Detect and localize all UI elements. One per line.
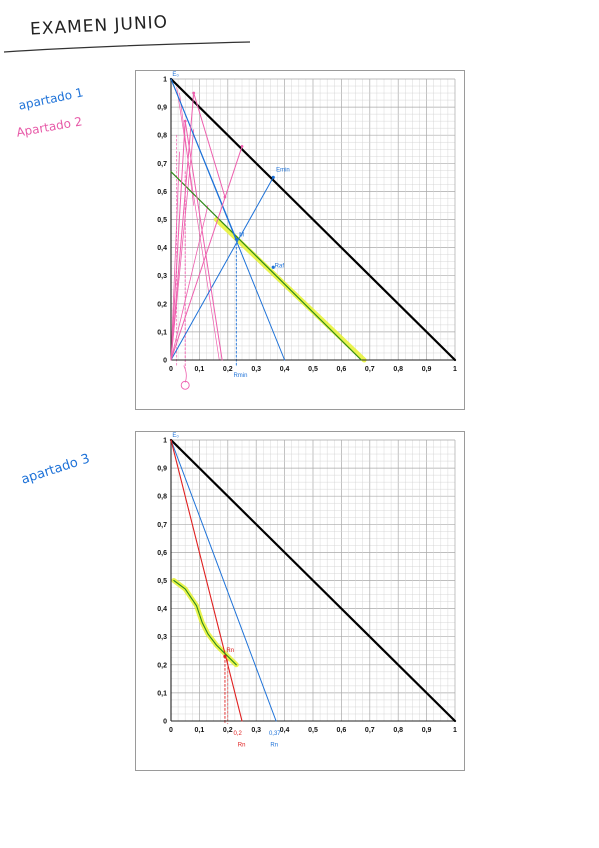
- x-tick-label: 0,3: [251, 366, 261, 373]
- y-tick-label: 0,8: [157, 133, 167, 140]
- construction-ray: [170, 129, 195, 361]
- y-tick-label: 0,5: [157, 217, 167, 224]
- series-line-6: [170, 145, 243, 361]
- x-tick-label: 0,1: [195, 366, 205, 373]
- y-tick-label: 0,1: [157, 690, 167, 697]
- chart-panel-1: 0 0,1 0,2 0,3 0,4 0,5 0,6 0,7 0,8 0,9 1 0 0,1 0,2 0,3…: [135, 70, 465, 410]
- series-line-10: [193, 92, 226, 198]
- note-apartado-1: apartado 1: [17, 85, 85, 113]
- hand-stroke: [183, 365, 187, 383]
- series-line-2: [170, 439, 277, 722]
- x-tick-label: 0,7: [365, 366, 375, 373]
- series-line-7: [170, 92, 195, 361]
- y-tick-label: 0,6: [157, 550, 167, 557]
- triangular-diagram-2: 0 0,1 0,2 0,3 0,4 0,5 0,6 0,7 0,8 0,9 1 0 0,1 0,2 0,3…: [157, 433, 457, 748]
- chart-panel-2: 0 0,1 0,2 0,3 0,4 0,5 0,6 0,7 0,8 0,9 1 0 0,1 0,2 0,3…: [135, 431, 465, 771]
- y-tick-label: 0,7: [157, 522, 167, 529]
- x-tick-label: 0,1: [195, 727, 205, 734]
- y-tick-label: 0,1: [157, 329, 167, 336]
- x-tick-label: 0,6: [337, 366, 347, 373]
- x-tick-label: 0,8: [393, 727, 403, 734]
- note-apartado-3: apartado 3: [19, 451, 92, 488]
- x-tick-label: 0,6: [337, 727, 347, 734]
- grid: [170, 78, 456, 361]
- grid: [170, 439, 456, 722]
- y-tick-label: 0,4: [157, 606, 167, 613]
- axes: [170, 440, 455, 722]
- label-m: M: [239, 232, 244, 238]
- x-tick-label: 1: [453, 366, 457, 373]
- axes: [170, 79, 455, 361]
- x-tick-label: 0,4: [280, 366, 290, 373]
- series-line-3: [170, 439, 243, 722]
- y-tick-labels: 0 0,1 0,2 0,3 0,4 0,5 0,6 0,7 0,8 0,9 1: [157, 438, 167, 726]
- x-tick-label: 0,7: [365, 727, 375, 734]
- series-line-2: [170, 171, 362, 361]
- label-rn-red: Rn: [238, 742, 246, 748]
- y-tick-label: 0,2: [157, 662, 167, 669]
- y-tick-label: 0,2: [157, 301, 167, 308]
- title-underline: [3, 41, 251, 53]
- label-rn-x2: 0,37: [269, 731, 281, 737]
- y-tick-label: 1: [163, 438, 167, 445]
- x-tick-label: 0,2: [223, 366, 233, 373]
- x-tick-label: 0,8: [393, 366, 403, 373]
- x-tick-label: 0,5: [308, 727, 318, 734]
- x-tick-label: 0: [169, 366, 173, 373]
- x-tick-label: 1: [453, 727, 457, 734]
- x-tick-label: 0: [169, 727, 173, 734]
- label-rn-blue: Rn: [270, 742, 278, 748]
- series-line-9: [184, 120, 223, 361]
- y-tick-label: 0,8: [157, 494, 167, 501]
- series-line-8: [170, 120, 186, 361]
- x-tick-label: 0,5: [308, 366, 318, 373]
- y-tick-label: 0: [163, 358, 167, 365]
- annotations: E₀ Emin M Rmin Raf: [172, 72, 289, 379]
- y-tick-labels: 0 0,1 0,2 0,3 0,4 0,5 0,6 0,7 0,8 0,9 1: [157, 77, 167, 365]
- series-line-4: [173, 579, 237, 666]
- x-tick-label: 0,9: [422, 727, 432, 734]
- construction-lines: [170, 87, 367, 390]
- x-tick-label: 0,9: [422, 366, 432, 373]
- label-rn-point: Rn: [226, 648, 234, 654]
- x-tick-label: 0,2: [223, 727, 233, 734]
- x-tick-labels: 0 0,1 0,2 0,3 0,4 0,5 0,6 0,7 0,8 0,9 1: [169, 366, 457, 373]
- label-raf: Raf: [275, 263, 285, 269]
- x-tick-labels: 0 0,1 0,2 0,3 0,4 0,5 0,6 0,7 0,8 0,9 1: [169, 727, 457, 734]
- label-e0: E₀: [172, 72, 179, 78]
- triangular-diagram-1: 0 0,1 0,2 0,3 0,4 0,5 0,6 0,7 0,8 0,9 1 0 0,1 0,2 0,3…: [157, 72, 457, 390]
- x-tick-label: 0,4: [280, 727, 290, 734]
- construction-ray: [170, 151, 180, 361]
- label-emin: Emin: [276, 168, 290, 174]
- series-line-5: [170, 78, 237, 240]
- y-tick-label: 0,9: [157, 466, 167, 473]
- series-line-1: [169, 438, 457, 723]
- y-tick-label: 0,3: [157, 634, 167, 641]
- series-group: [169, 77, 457, 362]
- note-apartado-2: Apartado 2: [15, 114, 84, 140]
- y-tick-label: 0,4: [157, 245, 167, 252]
- y-tick-label: 0,9: [157, 105, 167, 112]
- y-tick-label: 0,6: [157, 189, 167, 196]
- y-tick-label: 0,5: [157, 578, 167, 585]
- x-tick-label: 0,3: [251, 727, 261, 734]
- series-line-1: [169, 77, 457, 362]
- y-tick-label: 0,7: [157, 161, 167, 168]
- series-line-4: [170, 176, 274, 361]
- label-e0: E₀: [172, 433, 179, 439]
- y-tick-label: 1: [163, 77, 167, 84]
- label-rn-x: 0,2: [233, 731, 242, 737]
- construction-ray: [179, 92, 195, 206]
- marker-dot: [271, 265, 275, 269]
- y-tick-label: 0: [163, 719, 167, 726]
- y-tick-label: 0,3: [157, 273, 167, 280]
- label-rmin: Rmin: [233, 373, 247, 379]
- circled-mark: [180, 380, 190, 390]
- annotations: E₀ Rn 0,2 Rn 0,37 Rn: [172, 433, 281, 748]
- construction-ray: [176, 87, 220, 361]
- series-group: [169, 438, 457, 723]
